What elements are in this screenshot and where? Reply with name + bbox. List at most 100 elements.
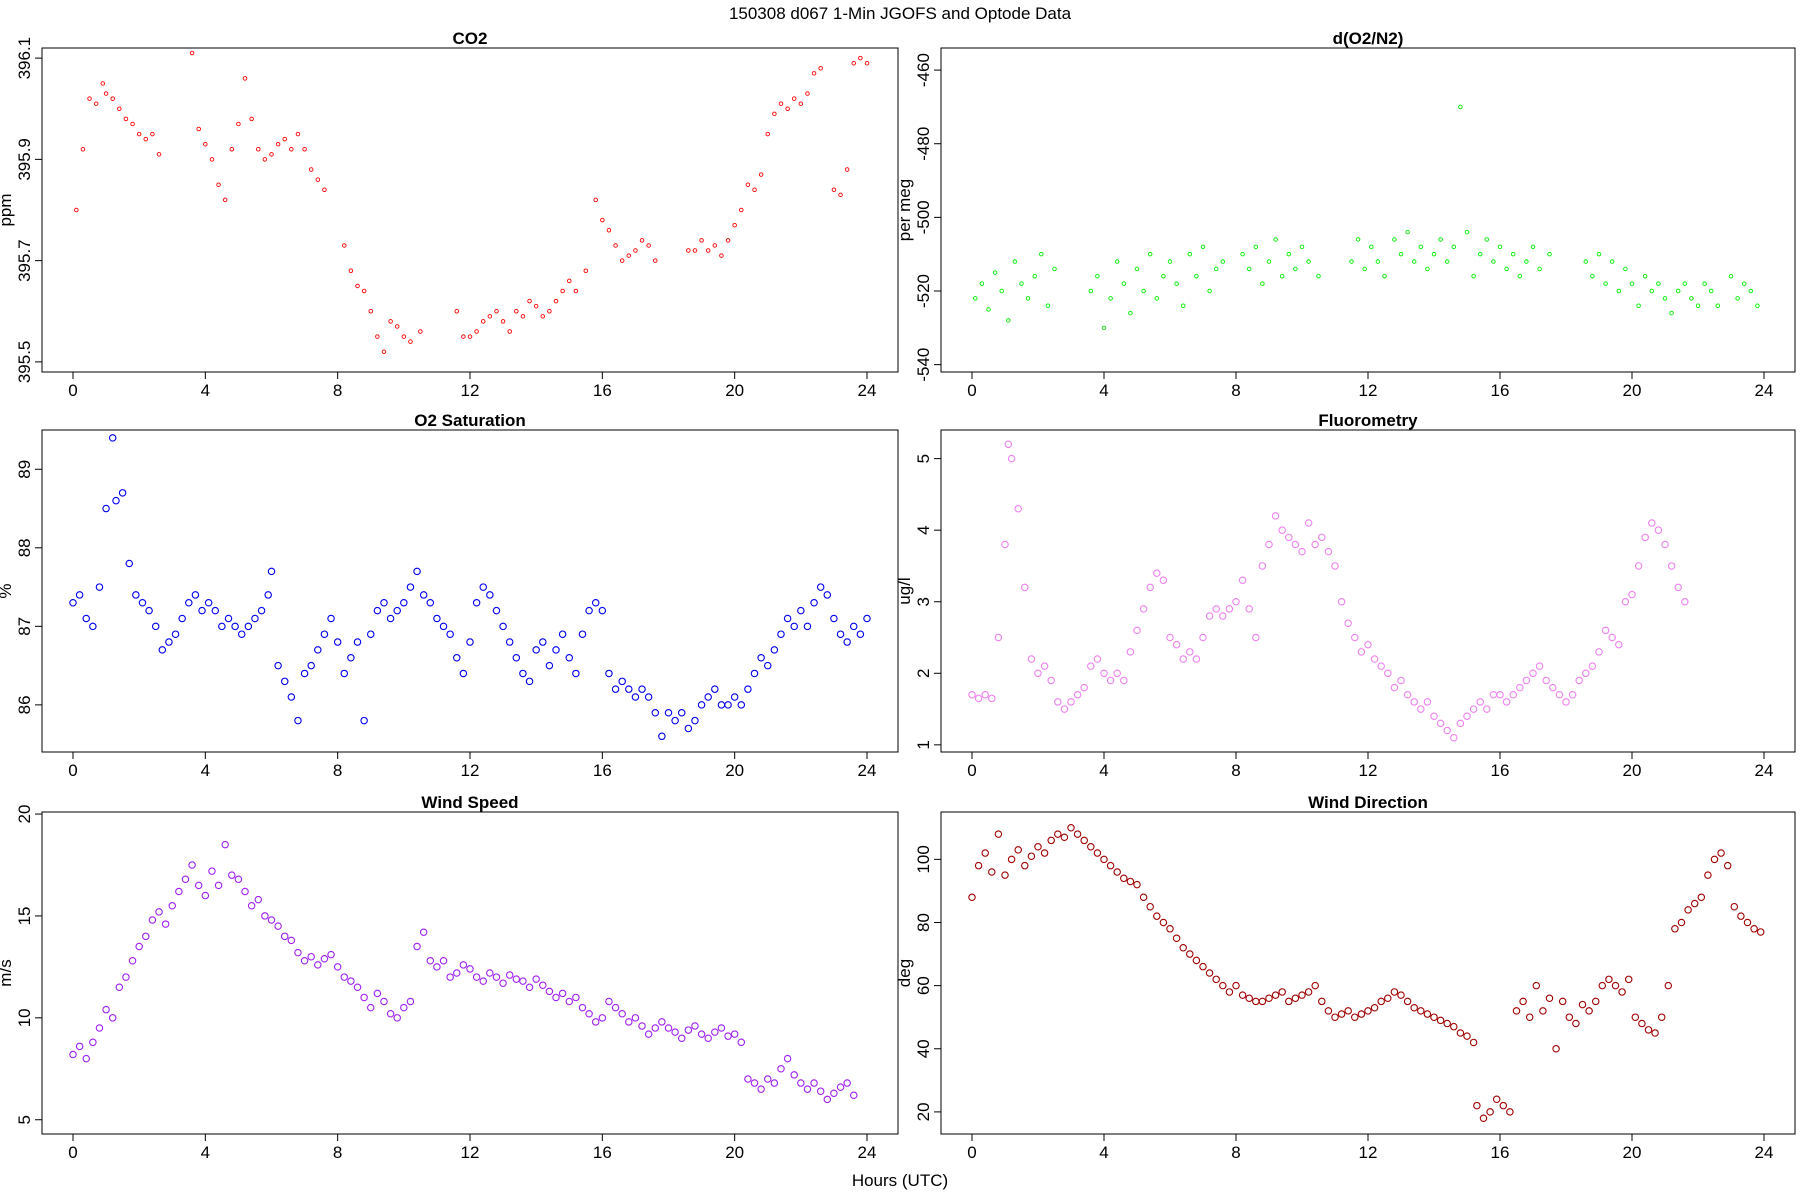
data-point <box>87 96 92 101</box>
y-axis-label: deg <box>895 959 914 987</box>
data-point <box>361 288 367 294</box>
data-point <box>863 614 871 623</box>
data-point <box>1019 281 1024 286</box>
data-point <box>221 840 229 849</box>
data-point <box>454 309 460 314</box>
x-tick-label: 24 <box>1755 761 1774 780</box>
data-point <box>1080 683 1088 692</box>
data-point <box>373 606 382 615</box>
data-point <box>725 238 731 243</box>
data-point <box>333 638 342 646</box>
data-point <box>453 654 461 662</box>
x-tick-label: 20 <box>725 381 744 400</box>
data-point <box>1120 676 1128 685</box>
data-point <box>1324 1007 1333 1015</box>
data-point <box>803 622 812 631</box>
data-point <box>988 694 996 703</box>
panel-4: Wind Speed 0 4 8 12 16 20 24 5 10 15 20 m/s <box>0 793 899 1162</box>
data-point <box>1463 1032 1471 1040</box>
data-point <box>1695 303 1701 308</box>
data-point <box>791 96 797 101</box>
data-point <box>512 654 521 662</box>
x-tick-label: 8 <box>333 1143 342 1162</box>
data-point <box>1199 633 1207 642</box>
data-point <box>347 977 355 985</box>
data-point <box>1661 540 1669 549</box>
plot-frame <box>940 811 1796 1135</box>
panel-title: Wind Direction <box>1308 793 1428 812</box>
data-point <box>704 1034 712 1042</box>
data-point <box>737 1038 746 1047</box>
data-point <box>474 329 479 334</box>
data-point <box>1682 281 1688 286</box>
data-point <box>1591 997 1600 1006</box>
data-point <box>1510 251 1516 257</box>
figure-title: 150308 d067 1-Min JGOFS and Optode Data <box>729 4 1072 23</box>
data-point <box>1362 266 1367 272</box>
data-point <box>974 694 983 703</box>
data-point <box>1623 266 1628 272</box>
data-point <box>1337 597 1346 606</box>
data-point <box>1285 533 1293 542</box>
data-point <box>1522 676 1531 685</box>
data-point <box>1375 259 1381 264</box>
data-point <box>519 669 527 678</box>
data-point <box>783 1054 792 1063</box>
data-point <box>1001 871 1009 879</box>
data-point <box>486 591 494 599</box>
data-point <box>300 669 309 678</box>
data-point <box>1436 1016 1445 1025</box>
data-point <box>300 957 309 965</box>
y-axis-label: ug/l <box>895 577 914 604</box>
data-point <box>224 614 233 623</box>
data-point <box>366 630 375 638</box>
data-point <box>1547 251 1552 257</box>
data-point <box>763 1075 772 1083</box>
data-point <box>419 928 428 936</box>
data-point <box>1519 997 1527 1006</box>
data-point <box>553 298 559 304</box>
data-point <box>1021 583 1029 592</box>
data-point <box>1641 533 1649 542</box>
y-tick-label: 5 <box>914 454 933 463</box>
x-tick-label: 20 <box>725 761 744 780</box>
data-point <box>545 661 554 670</box>
data-point <box>360 993 368 1002</box>
data-point <box>1603 281 1608 286</box>
data-point <box>171 630 180 638</box>
x-tick-label: 16 <box>593 761 612 780</box>
data-point <box>732 222 737 228</box>
data-point <box>558 630 567 638</box>
data-point <box>684 1026 693 1034</box>
data-point <box>1271 991 1280 999</box>
data-point <box>565 997 573 1006</box>
data-point <box>730 693 739 701</box>
data-point <box>1743 918 1752 927</box>
data-point <box>585 1010 593 1018</box>
data-point <box>348 268 354 274</box>
data-point <box>658 1018 666 1026</box>
data-point <box>986 307 991 312</box>
panel-title: O2 Saturation <box>414 411 525 430</box>
data-point <box>178 614 186 623</box>
data-point <box>1298 991 1306 999</box>
data-point <box>181 875 190 884</box>
data-point <box>1100 669 1108 678</box>
data-point <box>1318 997 1326 1006</box>
data-point <box>1497 244 1503 250</box>
data-point <box>1344 1007 1352 1015</box>
data-point <box>724 1032 732 1040</box>
data-point <box>811 71 817 76</box>
data-point <box>818 65 823 71</box>
data-point <box>355 283 360 289</box>
data-point <box>699 238 704 243</box>
data-point <box>1476 698 1484 706</box>
data-point <box>1656 281 1661 286</box>
data-point <box>719 253 724 258</box>
data-point <box>102 1005 110 1014</box>
data-point <box>850 1091 858 1100</box>
data-point <box>1034 669 1042 678</box>
data-point <box>1212 975 1220 984</box>
data-point <box>540 314 546 319</box>
